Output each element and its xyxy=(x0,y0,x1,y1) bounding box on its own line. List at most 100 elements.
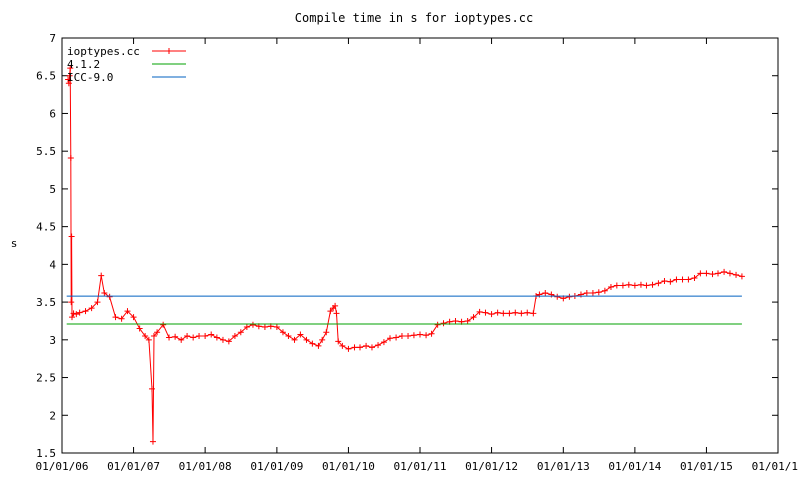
data-point xyxy=(70,310,77,317)
data-point xyxy=(65,76,72,83)
data-point xyxy=(583,290,590,297)
data-point xyxy=(332,302,339,309)
data-point xyxy=(518,310,525,317)
data-point xyxy=(82,308,89,315)
y-tick-label: 5.5 xyxy=(36,145,56,158)
data-point xyxy=(118,315,125,322)
x-tick-label: 01/01/13 xyxy=(537,460,590,473)
data-point xyxy=(393,334,400,341)
data-point xyxy=(506,310,513,317)
data-point xyxy=(98,272,105,279)
data-point xyxy=(160,321,167,328)
data-point xyxy=(423,332,430,339)
y-tick-label: 4.5 xyxy=(36,221,56,234)
legend-marker xyxy=(166,48,172,54)
data-point xyxy=(625,281,632,288)
data-point xyxy=(679,276,686,283)
data-point xyxy=(470,314,477,321)
data-point xyxy=(112,314,119,321)
data-point xyxy=(577,291,584,298)
data-point xyxy=(225,338,232,345)
x-tick-label: 01/01/12 xyxy=(465,460,518,473)
data-point xyxy=(595,289,602,296)
data-point xyxy=(303,336,310,343)
data-point xyxy=(67,154,74,161)
data-point xyxy=(66,72,73,79)
data-point xyxy=(101,290,108,297)
data-point xyxy=(142,333,149,340)
data-point xyxy=(237,329,244,336)
data-point xyxy=(536,291,543,298)
data-point xyxy=(273,323,280,330)
data-point xyxy=(351,344,358,351)
data-point xyxy=(368,344,375,351)
legend-label: 4.1.2 xyxy=(67,58,100,71)
data-point xyxy=(417,331,423,338)
series-line-0 xyxy=(67,68,743,442)
data-point xyxy=(721,268,728,275)
y-tick-label: 3 xyxy=(49,334,56,347)
data-point xyxy=(68,314,75,321)
chart-title: Compile time in s for ioptypes.cc xyxy=(295,11,533,25)
y-axis-label: s xyxy=(11,237,18,250)
data-point xyxy=(726,270,733,277)
data-point xyxy=(482,309,489,316)
data-point xyxy=(243,323,250,330)
data-point xyxy=(566,293,573,300)
data-point xyxy=(405,333,412,340)
data-point xyxy=(607,284,614,290)
data-point xyxy=(68,299,75,306)
data-point xyxy=(703,270,710,277)
data-point xyxy=(76,309,83,316)
data-point xyxy=(464,317,471,324)
y-tick-label: 4 xyxy=(49,258,56,271)
data-point xyxy=(190,334,197,341)
y-tick-label: 6.5 xyxy=(36,70,56,83)
data-point xyxy=(428,330,435,337)
x-tick-label: 01/01/08 xyxy=(179,460,232,473)
data-point xyxy=(150,333,157,340)
data-point xyxy=(327,308,334,315)
data-point xyxy=(249,321,256,328)
data-point xyxy=(65,80,72,87)
data-point xyxy=(73,311,80,318)
data-point xyxy=(184,333,191,340)
data-point xyxy=(315,342,322,349)
data-point xyxy=(476,308,483,315)
y-tick-label: 1.5 xyxy=(36,447,56,460)
data-point xyxy=(319,336,326,343)
data-point xyxy=(709,271,716,278)
data-point xyxy=(333,310,340,317)
data-point xyxy=(357,344,364,351)
data-point xyxy=(309,340,316,347)
data-point xyxy=(323,329,330,336)
data-point xyxy=(124,308,131,315)
data-point xyxy=(213,334,220,341)
data-point xyxy=(691,274,698,281)
data-point xyxy=(154,329,161,336)
data-point xyxy=(285,333,292,340)
data-point xyxy=(178,336,185,343)
data-point xyxy=(363,342,370,349)
y-tick-label: 2 xyxy=(49,409,56,422)
data-point xyxy=(434,321,441,328)
data-point xyxy=(649,281,656,288)
data-point xyxy=(387,335,394,342)
data-point xyxy=(601,287,608,294)
data-point xyxy=(94,299,101,306)
data-point xyxy=(655,280,662,287)
data-point xyxy=(410,332,417,339)
data-point xyxy=(375,342,382,349)
y-tick-label: 7 xyxy=(49,32,56,45)
x-tick-label: 01/01/07 xyxy=(107,460,160,473)
y-tick-label: 6 xyxy=(49,107,56,120)
plot-frame xyxy=(61,37,779,454)
x-tick-label: 01/01/11 xyxy=(394,460,447,473)
data-point xyxy=(335,338,342,345)
data-point xyxy=(172,333,179,340)
data-point xyxy=(231,333,238,340)
data-point xyxy=(136,325,143,332)
data-point xyxy=(548,291,555,298)
data-point xyxy=(339,342,346,349)
